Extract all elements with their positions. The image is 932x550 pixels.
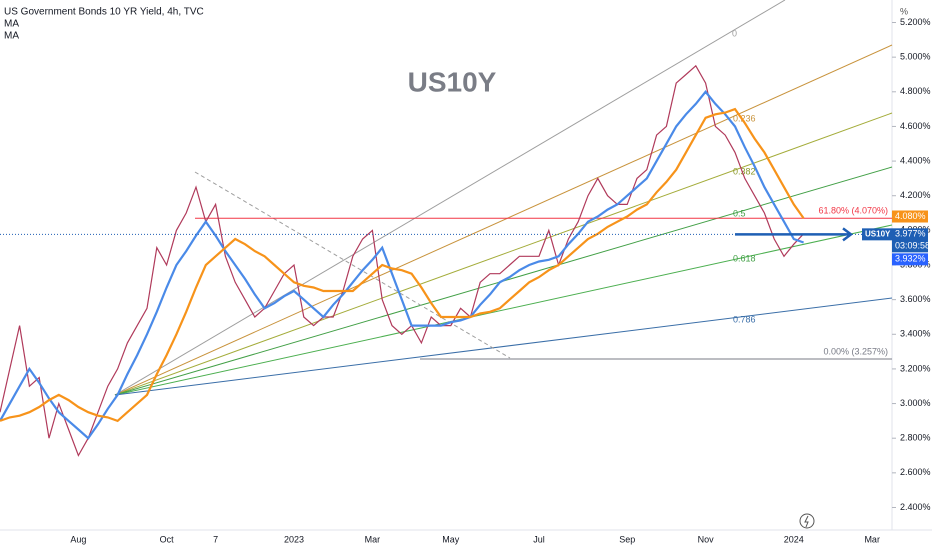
fan-line (114, 44, 893, 396)
y-tick-label: 4.200% (900, 190, 931, 200)
fib-label: 0.382 (733, 166, 756, 176)
legend-entry: MA (4, 19, 19, 30)
chart-title: US10Y (408, 66, 497, 97)
countdown: 03:09:58 (895, 241, 930, 251)
icon (804, 515, 809, 528)
x-tick-label: 2024 (784, 534, 804, 544)
fib-label: 0.786 (733, 314, 756, 324)
y-tick-label: 4.600% (900, 121, 931, 131)
x-tick-label: Jul (533, 534, 545, 544)
y-tick-label: 3.000% (900, 398, 931, 408)
fib-label: 0.618 (733, 253, 756, 263)
y-tick-label: 2.400% (900, 502, 931, 512)
series-line (0, 107, 805, 423)
symbol-tag (862, 228, 892, 241)
legend: US Government Bonds 10 YR Yield, 4h, TVC… (4, 7, 204, 42)
y-tick-label: 3.200% (900, 363, 931, 373)
price-tag-label: 3.932% (895, 254, 926, 264)
y-axis-unit: % (900, 6, 908, 16)
y-tick-label: 4.400% (900, 155, 931, 165)
symbol-tag-label: US10Y (865, 229, 891, 238)
fib-labels: 0 0.236 0.382 0.5 0.618 0.786 (732, 28, 756, 324)
fan-line (114, 0, 786, 396)
legend-entry: MA (4, 31, 19, 42)
fan-line (114, 112, 893, 396)
x-tick-label: 2023 (284, 534, 304, 544)
x-tick-label: Oct (160, 534, 175, 544)
y-tick-label: 3.600% (900, 294, 931, 304)
price-tag (892, 228, 928, 253)
y-tick-label: 3.400% (900, 329, 931, 339)
x-tick-label: Mar (864, 534, 880, 544)
x-tick-label: Aug (70, 534, 86, 544)
price-tag (892, 253, 928, 266)
legend-entry: US Government Bonds 10 YR Yield, 4h, TVC (4, 7, 204, 18)
fan-line (114, 297, 893, 396)
y-tick-label: 2.600% (900, 467, 931, 477)
x-tick-label: 7 (213, 534, 218, 544)
fib-label: 0 (732, 28, 737, 38)
series-line (0, 64, 805, 457)
fib-label: 0.5 (733, 208, 746, 218)
y-tick-label: 5.200% (900, 17, 931, 27)
trend-line (194, 171, 511, 359)
h-line-label: 0.00% (3.257%) (823, 346, 888, 356)
y-tick-label: 5.000% (900, 52, 931, 62)
x-tick-label: May (442, 534, 460, 544)
price-tag-label: 3.977% (895, 229, 926, 239)
fan-line (114, 224, 893, 396)
icon (799, 513, 815, 529)
x-tick-label: Mar (365, 534, 381, 544)
arrow (735, 227, 854, 242)
x-tick-label: Nov (698, 534, 715, 544)
y-tick-label: 2.800% (900, 433, 931, 443)
price-tag (892, 210, 928, 223)
h-line-label: 61.80% (4.070%) (818, 206, 888, 216)
x-tick-label: Sep (619, 534, 635, 544)
price-tag-label: 4.080% (895, 211, 926, 221)
y-tick-label: 4.800% (900, 86, 931, 96)
fib-label: 0.236 (733, 113, 756, 123)
series-line (0, 90, 804, 440)
